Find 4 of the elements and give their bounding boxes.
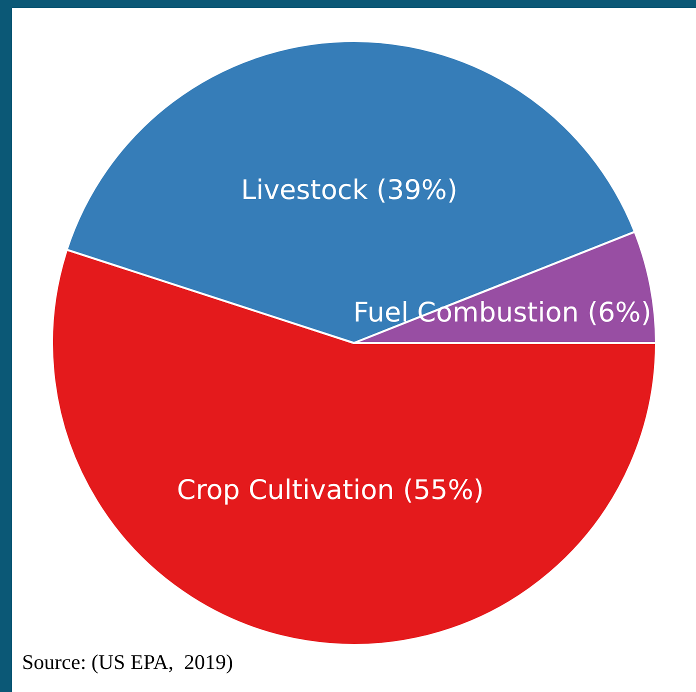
slice-label: Fuel Combustion (6%)	[353, 298, 652, 329]
slice-label: Livestock (39%)	[241, 175, 458, 206]
slice-label: Crop Cultivation (55%)	[176, 475, 484, 506]
source-note: Source: (US EPA, 2019)	[22, 650, 233, 675]
